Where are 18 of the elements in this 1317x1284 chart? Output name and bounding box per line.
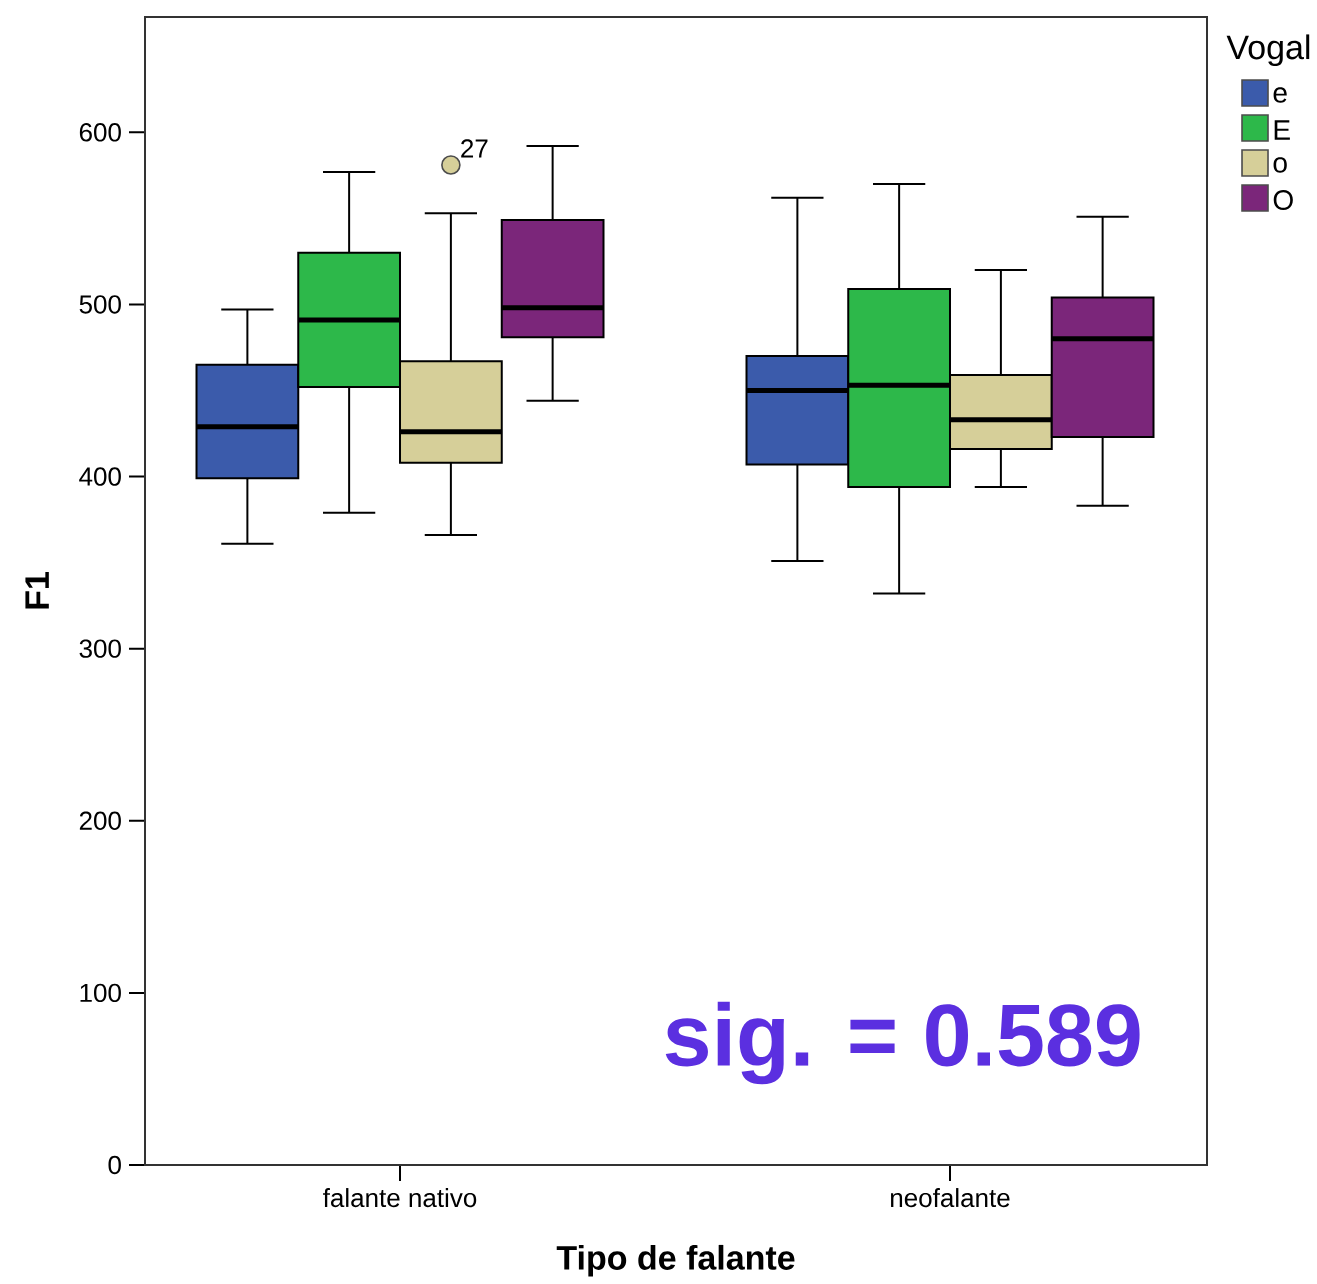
- y-tick-label: 300: [79, 639, 121, 658]
- y-axis-title: F1: [25, 572, 49, 609]
- y-tick-label: 500: [79, 295, 121, 314]
- x-tick-label: falante nativo: [323, 1188, 477, 1208]
- legend-label: e: [1273, 87, 1287, 103]
- legend-label: E: [1274, 120, 1290, 140]
- y-tick-label: 200: [79, 811, 121, 830]
- x-axis-title: Tipo de falante: [556, 1244, 795, 1277]
- y-tick-label: 600: [79, 123, 121, 142]
- legend-title: Vogal: [1226, 34, 1310, 67]
- y-tick-label: 100: [80, 983, 121, 1003]
- legend-label: O: [1273, 190, 1293, 210]
- y-tick-label: 400: [79, 467, 121, 486]
- legend-label: o: [1273, 157, 1287, 173]
- annotation: sig. = 0.589: [665, 1001, 1140, 1085]
- annotation: 27: [461, 139, 488, 158]
- x-tick-label: neofalante: [891, 1188, 1010, 1208]
- y-tick-label: 0: [108, 1155, 121, 1175]
